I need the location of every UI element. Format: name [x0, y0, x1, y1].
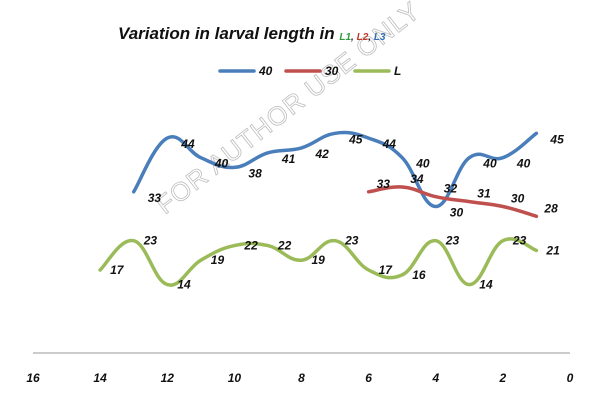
data-label: 23 — [445, 234, 460, 248]
data-label: 44 — [180, 137, 195, 151]
data-label: 23 — [143, 234, 158, 248]
x-tick-label: 0 — [567, 371, 574, 385]
data-label: 38 — [248, 166, 262, 180]
chart-title-part: L2 — [357, 32, 369, 43]
data-label: 32 — [444, 182, 458, 196]
data-label: 19 — [211, 253, 225, 267]
data-label: 14 — [479, 278, 493, 292]
data-label: 28 — [543, 201, 558, 215]
series-line — [366, 185, 539, 219]
data-label: 45 — [348, 132, 363, 146]
x-tick-label: 6 — [365, 371, 372, 385]
data-label: 30 — [450, 206, 464, 220]
data-labels: 33 44 40 38 41 42 45 44 40 30 40 40 45 33 34 32 31 30 28 17… — [110, 132, 564, 291]
data-label: 22 — [243, 239, 258, 253]
legend-label: 30 — [325, 64, 339, 78]
x-tick-label: 2 — [499, 371, 507, 385]
data-label: 17 — [110, 263, 125, 277]
chart-title-part: , — [350, 32, 357, 43]
data-label: 17 — [379, 263, 394, 277]
data-label: 21 — [545, 243, 560, 257]
chart-title: Variation in larval length in L1, L2, L3 — [118, 24, 386, 43]
x-axis-tick-labels: 16 14 12 10 8 6 4 2 0 — [26, 371, 573, 385]
data-label: 23 — [344, 234, 359, 248]
legend-label: 40 — [258, 64, 273, 78]
data-label: 31 — [477, 187, 491, 201]
svg-text:Variation in larval length in: Variation in larval length in L1, L2, L3 — [118, 24, 386, 43]
data-label: 30 — [511, 192, 525, 206]
data-label: 40 — [482, 157, 497, 171]
chart-title-main: Variation in larval length in — [118, 24, 339, 43]
data-label: 33 — [377, 177, 391, 191]
data-label: 19 — [312, 253, 326, 267]
x-tick-label: 12 — [161, 371, 175, 385]
x-tick-label: 14 — [93, 371, 107, 385]
data-label: 23 — [512, 234, 527, 248]
legend-label: L — [394, 64, 401, 78]
data-label: 45 — [549, 132, 564, 146]
legend: 40 30 L — [218, 64, 401, 78]
data-label: 22 — [277, 239, 292, 253]
x-tick-label: 10 — [228, 371, 242, 385]
data-label: 16 — [412, 268, 426, 282]
chart-title-part: L3 — [374, 32, 386, 43]
plot-area — [98, 130, 539, 287]
data-label: 40 — [415, 157, 430, 171]
data-label: 40 — [516, 157, 531, 171]
chart-title-part: , — [367, 32, 374, 43]
x-tick-label: 16 — [26, 371, 40, 385]
data-label: 34 — [410, 172, 424, 186]
data-label: 42 — [315, 147, 330, 161]
data-label: 40 — [214, 157, 229, 171]
data-label: 14 — [177, 278, 191, 292]
chart-title-part: L1 — [339, 32, 351, 43]
x-tick-label: 4 — [431, 371, 439, 385]
x-tick-label: 8 — [298, 371, 305, 385]
data-label: 33 — [148, 191, 162, 205]
series-line — [98, 237, 539, 287]
data-label: 44 — [382, 137, 397, 151]
data-label: 41 — [281, 152, 296, 166]
